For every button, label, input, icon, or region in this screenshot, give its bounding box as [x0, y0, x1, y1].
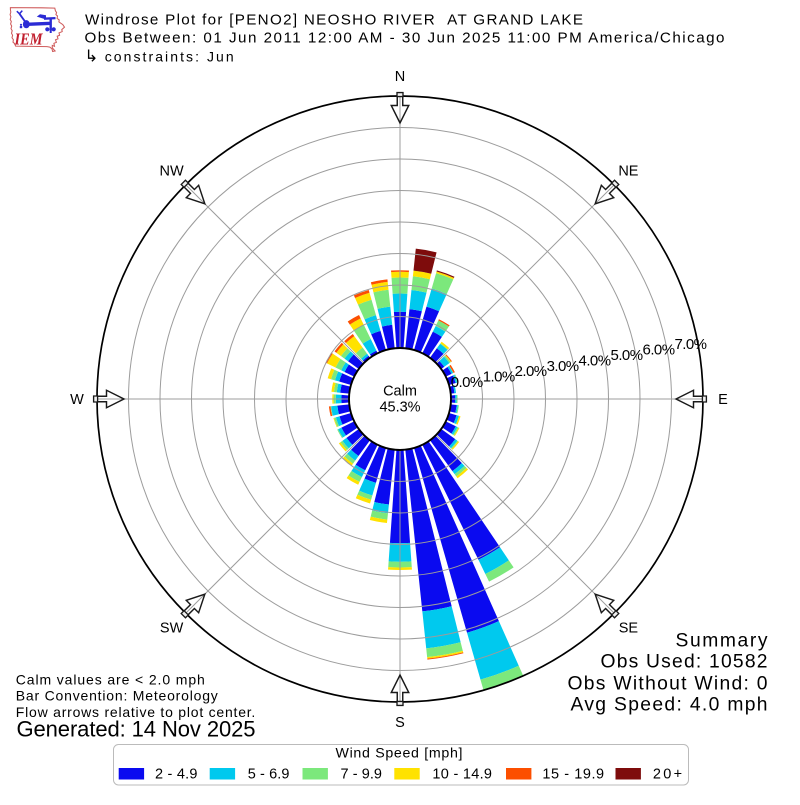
svg-text:3.0%: 3.0%: [547, 358, 580, 375]
svg-text:45.3%: 45.3%: [379, 400, 420, 416]
svg-text:SE: SE: [619, 620, 639, 636]
svg-text:IEM: IEM: [14, 30, 44, 49]
svg-text:Obs Used: 10582: Obs Used: 10582: [601, 651, 768, 672]
svg-text:Wind Speed [mph]: Wind Speed [mph]: [336, 745, 463, 761]
svg-text:15 - 19.9: 15 - 19.9: [542, 766, 604, 782]
svg-text:Windrose Plot for [PENO2] NEOS: Windrose Plot for [PENO2] NEOSHO RIVER A…: [85, 11, 583, 28]
svg-text:0.0%: 0.0%: [451, 374, 484, 391]
svg-text:Flow arrows relative to plot c: Flow arrows relative to plot center.: [16, 704, 256, 720]
svg-text:Summary: Summary: [676, 631, 768, 652]
svg-text:1.0%: 1.0%: [483, 369, 516, 386]
svg-text:↳: ↳: [85, 48, 99, 66]
svg-text:W: W: [70, 392, 84, 408]
svg-text:7.0%: 7.0%: [674, 336, 707, 353]
svg-text:NE: NE: [618, 164, 638, 180]
svg-text:Generated: 14 Nov 2025: Generated: 14 Nov 2025: [17, 716, 256, 741]
svg-text:2 - 4.9: 2 - 4.9: [155, 766, 198, 782]
svg-text:N: N: [395, 69, 405, 85]
svg-text:5.0%: 5.0%: [611, 347, 644, 364]
svg-text:Obs Between: 01 Jun 2011 12:00: Obs Between: 01 Jun 2011 12:00 AM - 30 J…: [85, 29, 725, 46]
svg-text:6.0%: 6.0%: [643, 342, 676, 359]
svg-text:Calm values are < 2.0 mph: Calm values are < 2.0 mph: [16, 671, 205, 687]
svg-text:Obs Without Wind: 0: Obs Without Wind: 0: [568, 674, 768, 695]
svg-text:Bar Convention: Meteorology: Bar Convention: Meteorology: [16, 688, 218, 704]
svg-text:SW: SW: [160, 620, 184, 636]
svg-text:20+: 20+: [653, 766, 682, 782]
svg-text:S: S: [395, 715, 405, 731]
svg-text:4.0%: 4.0%: [579, 352, 612, 369]
svg-text:10 - 14.9: 10 - 14.9: [432, 766, 492, 782]
svg-text:7 - 9.9: 7 - 9.9: [341, 766, 383, 782]
svg-text:Avg Speed: 4.0 mph: Avg Speed: 4.0 mph: [571, 695, 768, 716]
svg-text:5 - 6.9: 5 - 6.9: [248, 766, 290, 782]
svg-text:2.0%: 2.0%: [515, 363, 548, 380]
svg-text:E: E: [718, 392, 728, 408]
svg-text:NW: NW: [160, 164, 184, 180]
svg-text:Calm: Calm: [383, 384, 417, 400]
